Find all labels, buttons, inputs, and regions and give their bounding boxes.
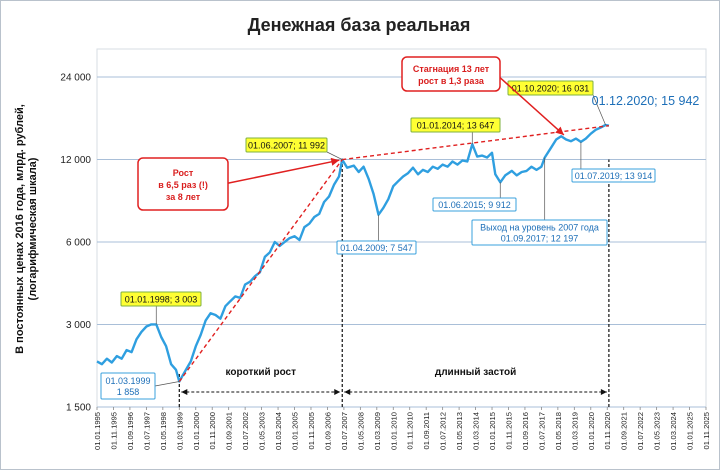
phase-arrow-head [600,389,607,395]
x-tick-label: 01.05.2023 [653,412,662,450]
annotation-leader [154,381,180,387]
trend-line [342,124,609,161]
annotation-label: Выход на уровень 2007 года [480,223,599,233]
x-tick-label: 01.03.1999 [175,412,184,450]
annotation-box [410,117,501,133]
x-tick-label: 01.01.2025 [686,412,695,450]
x-tick-label: 01.11.2025 [702,412,711,449]
y-axis-label-line-1: В постоянных ценах 2016 года, млрд. рубл… [14,104,26,354]
annotation-label: рост в 1,3 раза [418,76,485,86]
annotation-label: 01.06.2007; 11 992 [248,141,325,151]
annotation-leader [326,151,343,160]
y-axis-label: В постоянных ценах 2016 года, млрд. рубл… [14,104,39,354]
x-tick-label: 01.03.2004 [274,412,283,450]
x-tick-label: 01.07.2007 [340,412,349,450]
x-tick-label: 01.09.2011 [422,412,431,449]
x-tick-label: 01.01.2000 [192,412,201,450]
x-tick-label: 01.03.2009 [373,412,382,450]
x-tick-label: 01.09.2006 [323,412,332,450]
phase-label: короткий рост [226,367,297,378]
series-line [96,123,610,383]
x-tick-label: 01.11.2020 [603,412,612,449]
annotation-label: в 6,5 раз (!) [158,180,208,190]
x-tick-label: 01.05.2018 [554,412,563,450]
callout-arrow-head [330,157,340,166]
x-tick-label: 01.01.1995 [93,412,102,450]
x-tick-label: 01.11.2010 [406,412,415,449]
annotation-label: 01.12.2020; 15 942 [592,94,700,108]
annotation-label: Стагнация 13 лет [413,64,490,74]
x-tick-label: 01.07.2022 [636,412,645,450]
callout-arrow [495,73,565,136]
trend-line [178,159,343,382]
x-tick-label: 01.09.1996 [126,412,135,450]
y-axis-label-line-2: (логарифмическая шкала) [27,157,39,300]
annotation-label: 01.01.2014; 13 647 [417,121,495,131]
phase-label: длинный застой [435,367,516,378]
annotation-label: 01.04.2009; 7 547 [340,243,413,253]
x-tick-label: 01.11.1995 [109,412,118,449]
y-tick-label: 12 000 [60,155,91,166]
x-tick-label: 01.01.2010 [389,412,398,450]
annotation-label: 1 858 [117,387,140,397]
y-tick-label: 6 000 [66,238,91,249]
x-tick-label: 01.11.2000 [208,412,217,449]
y-tick-label: 3 000 [66,320,91,331]
plot-area: 1 500 3 000 6 000 12 000 24 000 01.01.1995 01.… [60,48,711,450]
x-tick-label: 01.07.2012 [439,412,448,450]
x-tick-label: 01.09.2021 [620,412,629,450]
annotation-label: 01.01.1998; 3 003 [125,295,198,305]
callout-arrow [223,159,340,185]
x-tick-label: 01.03.2019 [570,412,579,450]
annotation-box [100,372,156,400]
annotation-box [571,168,656,183]
x-tick-label: 01.01.2005 [291,412,300,450]
x-tick-label: 01.01.2015 [488,412,497,450]
annotation-label: 01.09.2017; 12 197 [501,234,579,244]
phase-arrow-head [344,389,351,395]
x-tick-label: 01.09.2016 [521,412,530,450]
annotation-box [120,291,202,307]
annotation-label: 01.10.2020; 16 031 [512,84,590,94]
x-tick-label: 01.07.2002 [241,412,250,450]
x-tick-label: 01.09.2001 [225,412,234,450]
annotation-box [401,56,501,92]
annotation-label: за 8 лет [166,192,201,202]
annotation-leader [592,94,606,126]
annotation-box [471,219,608,246]
x-tick-label: 01.07.2017 [537,412,546,450]
annotation-label: Рост [173,168,194,178]
annotation-box [336,240,417,255]
y-tick-label: 24 000 [60,73,91,84]
x-tick-label: 01.07.1997 [142,412,151,450]
y-tick-label: 1 500 [66,403,91,414]
x-tick-label: 01.05.2008 [356,412,365,450]
x-tick-label: 01.05.2013 [455,412,464,450]
x-tick-label: 01.03.2024 [669,412,678,450]
annotation-box [507,80,594,96]
annotation-box [245,137,328,153]
x-tick-label: 01.05.2003 [258,412,267,450]
x-tick-label: 01.05.1998 [159,412,168,450]
x-tick-label: 01.11.2005 [307,412,316,449]
x-tick-label: 01.01.2020 [587,412,596,450]
annotation-label: 01.03.1999 [105,376,150,386]
phase-arrow-head [334,389,341,395]
annotation-label: 01.07.2019; 13 914 [575,171,653,181]
annotation-box [137,157,229,211]
phase-arrow-head [181,389,188,395]
annotation-label: 01.06.2015; 9 912 [438,200,511,210]
annotation-box [432,197,517,212]
chart-title: Денежная база реальная [248,15,471,35]
x-tick-label: 01.11.2015 [504,412,513,449]
x-tick-label: 01.03.2014 [472,412,481,450]
callout-arrow-head [555,126,564,135]
